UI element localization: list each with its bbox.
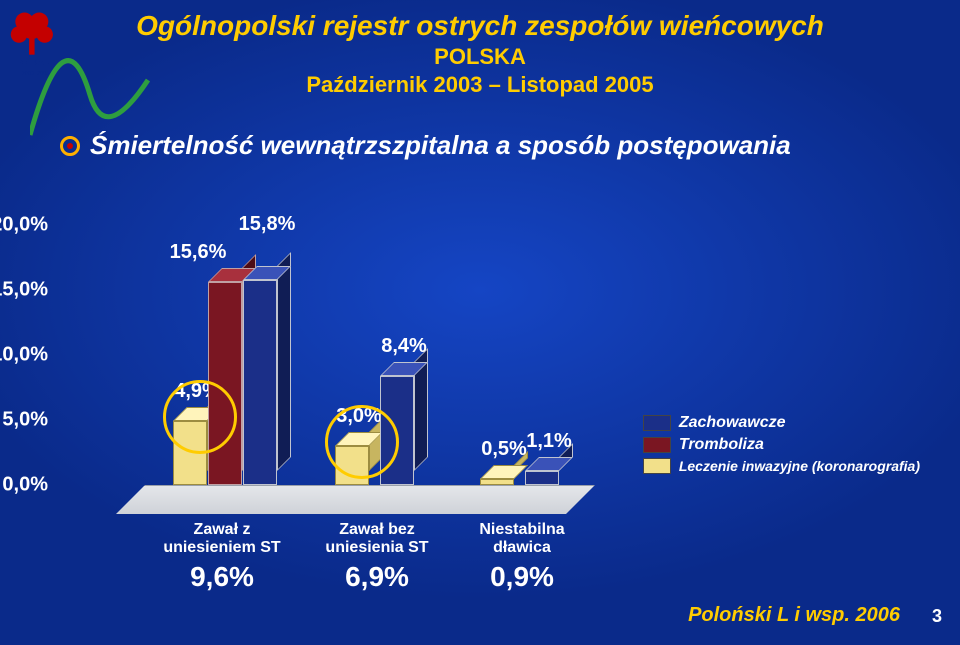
legend-swatch [643,415,671,431]
y-axis-label: 10,0% [0,344,48,367]
y-axis-label: 5,0% [2,409,48,432]
y-axis-label: 15,0% [0,279,48,302]
subtitle-text: Śmiertelność wewnątrzszpitalna a sposób … [90,130,791,161]
legend-swatch [643,458,671,474]
chart-floor [116,485,595,514]
xlabel-line: uniesieniem ST [163,539,280,557]
xlabel-line: dławica [479,539,564,557]
highlight-circle [163,380,237,454]
x-category-label: Zawał bezuniesienia ST [325,521,428,556]
legend-item: Zachowawcze [643,414,920,432]
header: Ogólnopolski rejestr ostrych zespołów wi… [0,0,960,98]
y-axis-label: 0,0% [2,474,48,497]
bar: 0,5% [480,479,514,486]
xlabel-line: Niestabilna [479,521,564,539]
bar: 15,8% [243,280,277,485]
bar-value-label: 0,5% [481,438,527,461]
xlabel-line: Zawał z [163,521,280,539]
bar-face-top [480,465,528,479]
header-line2: POLSKA [0,44,960,70]
citation: Poloński L i wsp. 2006 [688,604,900,627]
bar-face-front [525,471,559,485]
category-total: 0,9% [490,561,554,593]
legend-item: Leczenie inwazyjne (koronarografia) [643,458,920,474]
bar-face-side [277,252,291,471]
legend-swatch [643,437,671,453]
bar-value-label: 15,8% [239,213,296,236]
y-axis-label: 20,0% [0,214,48,237]
bar-chart: 20,0%15,0%10,0%5,0%0,0%4,9%15,6%15,8%3,0… [60,225,620,545]
bar-face-top [525,457,573,471]
xlabel-line: Zawał bez [325,521,428,539]
x-category-label: Niestabilnadławica [479,521,564,556]
category-total: 9,6% [190,561,254,593]
main-title: Ogólnopolski rejestr ostrych zespołów wi… [0,10,960,42]
bar-value-label: 8,4% [381,335,427,358]
highlight-circle [325,405,399,479]
subtitle-row: Śmiertelność wewnątrzszpitalna a sposób … [60,130,940,161]
legend-label: Tromboliza [679,436,764,454]
bar-value-label: 1,1% [526,430,572,453]
x-category-label: Zawał zuniesieniem ST [163,521,280,556]
bar-face-front [480,479,514,486]
bar-value-label: 15,6% [170,241,227,264]
legend-label: Zachowawcze [679,414,786,432]
legend-label: Leczenie inwazyjne (koronarografia) [679,458,920,474]
legend: Zachowawcze Tromboliza Leczenie inwazyjne … [643,410,920,478]
bar: 1,1% [525,471,559,485]
slide-root: POLKARD 2003–2005 Ogólnopolski rejestr o… [0,0,960,645]
xlabel-line: uniesienia ST [325,539,428,557]
bar-face-front [243,280,277,485]
header-line3: Październik 2003 – Listopad 2005 [0,72,960,98]
legend-item: Tromboliza [643,436,920,454]
bullet-icon [60,136,80,156]
category-total: 6,9% [345,561,409,593]
page-number: 3 [932,606,942,627]
